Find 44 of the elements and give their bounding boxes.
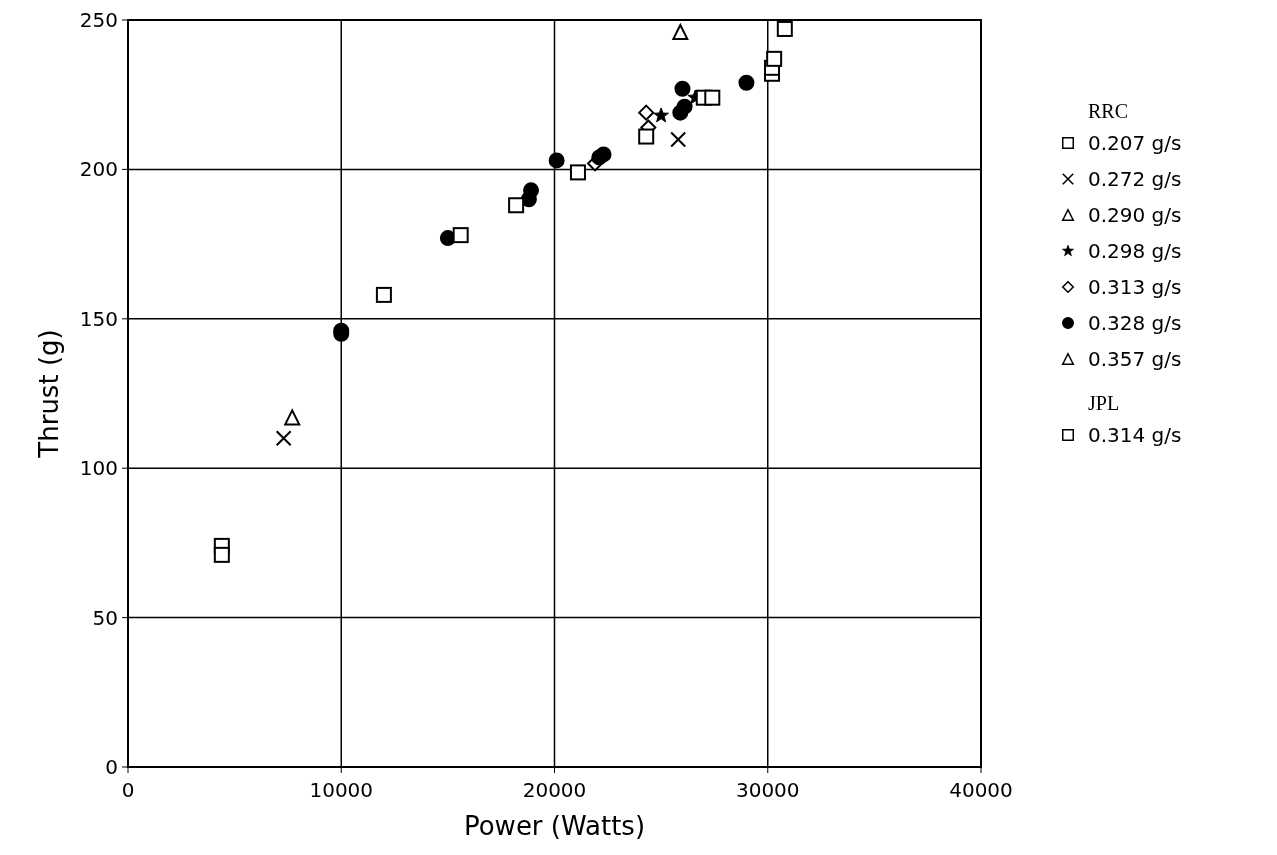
point bbox=[676, 98, 693, 115]
legend-label: 0.272 g/s bbox=[1088, 167, 1182, 191]
point bbox=[670, 131, 687, 148]
x-tick-label: 10000 bbox=[309, 778, 374, 802]
y-tick-label: 50 bbox=[92, 605, 118, 630]
legend-label: 0.298 g/s bbox=[1088, 239, 1182, 263]
point bbox=[674, 80, 691, 97]
y-tick-label: 200 bbox=[79, 157, 118, 182]
point bbox=[548, 152, 565, 169]
point bbox=[569, 164, 586, 181]
x-axis-title: Power (Watts) bbox=[463, 811, 646, 841]
x-tick-label: 40000 bbox=[949, 778, 1013, 802]
x-tick-label: 20000 bbox=[522, 778, 587, 802]
x-tick-label: 0 bbox=[121, 778, 135, 802]
y-tick-label: 250 bbox=[79, 8, 118, 32]
point bbox=[638, 128, 655, 145]
point bbox=[452, 227, 469, 244]
point bbox=[672, 23, 689, 40]
legend-label: 0.328 g/s bbox=[1088, 311, 1182, 335]
point bbox=[776, 20, 793, 37]
y-tick-label: 100 bbox=[79, 456, 118, 481]
point bbox=[284, 409, 301, 426]
point bbox=[738, 74, 755, 91]
legend-label: 0.207 g/s bbox=[1088, 131, 1182, 155]
point bbox=[275, 430, 292, 447]
y-tick-label: 150 bbox=[79, 306, 118, 331]
legend-label: 0.313 g/s bbox=[1088, 275, 1182, 299]
y-axis-title: Thrust (g) bbox=[34, 329, 64, 459]
x-tick-label: 30000 bbox=[735, 778, 800, 802]
y-tick-label: 0 bbox=[105, 755, 118, 779]
legend-label: 0.357 g/s bbox=[1088, 347, 1182, 371]
legend-label: 0.290 g/s bbox=[1088, 203, 1182, 227]
legend-title: RRC bbox=[1088, 100, 1129, 122]
point bbox=[508, 197, 525, 214]
point bbox=[523, 182, 540, 199]
point bbox=[653, 107, 669, 123]
point bbox=[375, 286, 392, 303]
point bbox=[638, 104, 655, 121]
point bbox=[595, 146, 612, 163]
point bbox=[704, 89, 721, 106]
point bbox=[213, 546, 230, 563]
legend-label: 0.314 g/s bbox=[1088, 423, 1182, 447]
text: JPL bbox=[1088, 392, 1120, 414]
point bbox=[766, 50, 783, 67]
